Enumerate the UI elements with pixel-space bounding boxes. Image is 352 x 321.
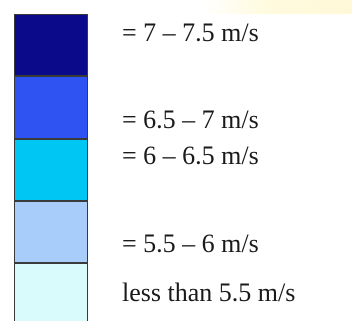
legend-label-6-6.5: = 6 – 6.5 m/s: [122, 141, 259, 170]
legend-swatch-5.5-6: [14, 201, 88, 263]
legend-swatch-below-5.5: [14, 263, 88, 321]
legend-label-7-7.5: = 7 – 7.5 m/s: [122, 18, 259, 47]
legend-swatch-7-7.5: [14, 14, 88, 76]
background-tint: [202, 0, 352, 14]
legend-label-below-5.5: less than 5.5 m/s: [122, 278, 296, 307]
legend-label-6.5-7: = 6.5 – 7 m/s: [122, 105, 259, 134]
legend-swatch-6-6.5: [14, 139, 88, 201]
legend-label-5.5-6: = 5.5 – 6 m/s: [122, 229, 259, 258]
legend-swatch-6.5-7: [14, 76, 88, 139]
